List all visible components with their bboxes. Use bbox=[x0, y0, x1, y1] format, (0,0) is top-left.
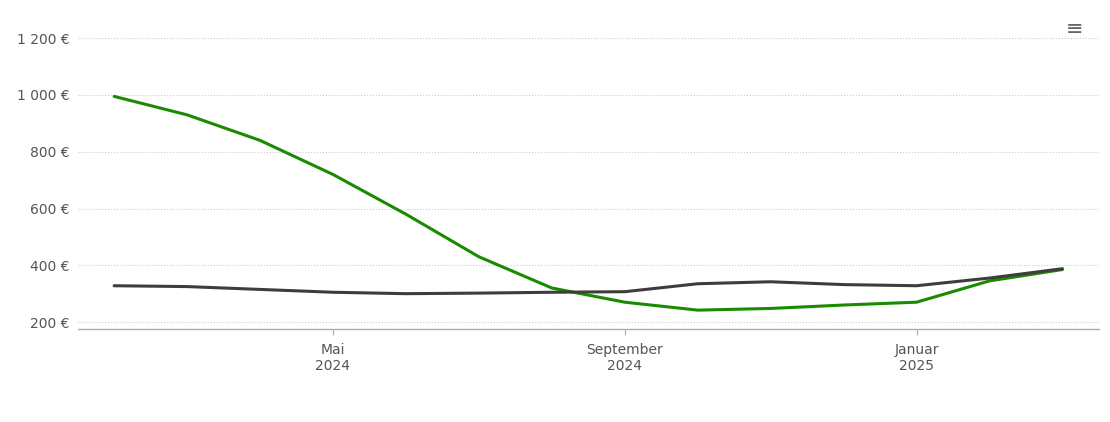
Text: Januar: Januar bbox=[895, 344, 939, 357]
Text: 2025: 2025 bbox=[899, 359, 934, 373]
Text: 2024: 2024 bbox=[607, 359, 643, 373]
Text: Mai: Mai bbox=[321, 344, 345, 357]
Text: ≡: ≡ bbox=[1066, 19, 1083, 39]
Text: 2024: 2024 bbox=[315, 359, 351, 373]
Text: September: September bbox=[586, 344, 663, 357]
